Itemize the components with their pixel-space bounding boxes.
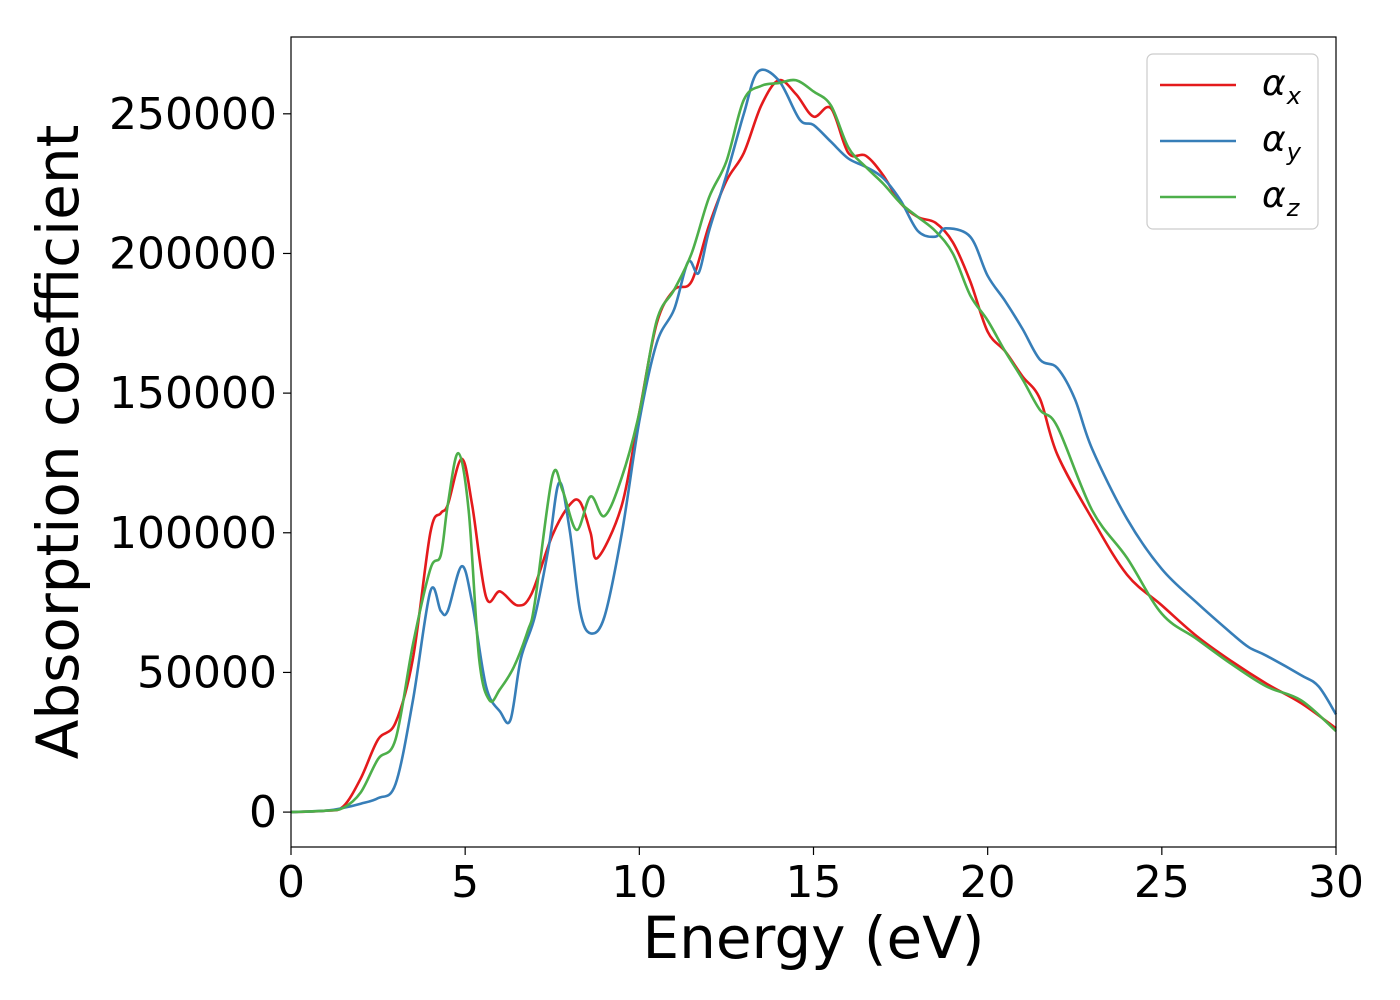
y-tick-label: 200000	[109, 228, 277, 279]
legend-label-alpha-z: αz	[1262, 175, 1301, 222]
x-axis-label: Energy (eV)	[642, 904, 984, 972]
x-tick-label: 10	[611, 857, 667, 908]
legend-label-alpha-y: αy	[1262, 119, 1302, 166]
y-tick-label: 0	[249, 787, 277, 838]
legend-subscript: x	[1286, 82, 1302, 110]
legend-symbol: α	[1262, 119, 1286, 160]
y-tick-label: 250000	[109, 89, 277, 140]
x-tick-label: 30	[1308, 857, 1364, 908]
series-line-alpha-z	[290, 78, 1337, 814]
plot-lines	[290, 68, 1338, 814]
legend-symbol: α	[1262, 63, 1286, 104]
y-tick-label: 150000	[109, 368, 277, 419]
y-tick-label: 100000	[109, 508, 277, 559]
x-tick-label: 0	[277, 857, 305, 908]
legend-subscript: y	[1286, 138, 1302, 166]
y-axis-ticks: 0 50000 100000 150000 200000 250000	[109, 89, 291, 838]
y-axis-label: Absorption coefficient	[24, 125, 92, 760]
series-line-alpha-y	[290, 68, 1338, 814]
x-tick-label: 15	[786, 857, 842, 908]
legend-subscript: z	[1286, 194, 1301, 222]
legend-label-alpha-x: αx	[1262, 63, 1302, 110]
x-tick-label: 25	[1134, 857, 1190, 908]
x-axis-ticks: 0 5 10 15 20 25 30	[277, 847, 1364, 908]
legend-symbol: α	[1262, 175, 1286, 216]
x-tick-label: 20	[960, 857, 1016, 908]
x-tick-label: 5	[451, 857, 479, 908]
y-tick-label: 50000	[137, 647, 277, 698]
